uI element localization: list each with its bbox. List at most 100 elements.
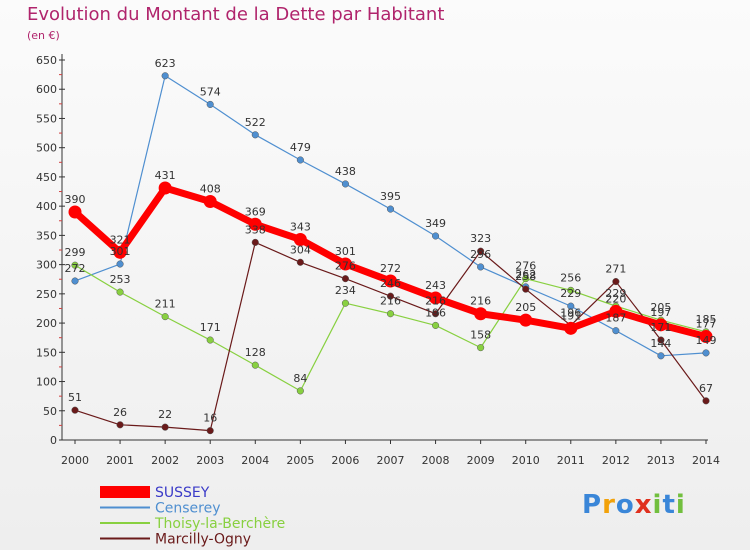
y-tick-label: 250 [36,288,57,301]
data-label: 205 [650,301,671,314]
data-label: 216 [470,295,491,308]
data-label: 128 [245,346,266,359]
y-tick-label: 0 [50,434,57,447]
brand-letter: i [675,490,686,520]
data-point [654,318,668,332]
data-label: 304 [290,243,311,256]
data-label: 149 [696,334,717,347]
x-tick-label: 2014 [692,454,720,467]
data-point [519,313,533,327]
data-point [341,180,349,188]
x-tick-label: 2010 [512,454,540,467]
data-label: 197 [650,306,671,319]
data-point [206,100,214,108]
data-point [522,275,530,283]
data-label: 343 [290,220,311,233]
data-point [251,238,259,246]
x-tick-label: 2011 [557,454,585,467]
data-point [477,263,485,271]
data-label: 338 [245,223,266,236]
y-tick-label: 400 [36,200,57,213]
y-tick-label: 600 [36,83,57,96]
data-point [116,288,124,296]
data-label: 574 [200,85,221,98]
x-tick-label: 2012 [602,454,630,467]
data-label: 229 [560,287,581,300]
data-label: 171 [650,321,671,334]
data-label: 522 [245,116,266,129]
data-point [432,321,440,329]
data-point [71,261,79,269]
y-tick-label: 50 [43,405,57,418]
y-tick-label: 450 [36,171,57,184]
brand-letter: x [634,490,653,520]
data-label: 177 [696,318,717,331]
data-label: 211 [155,298,176,311]
data-point [432,232,440,240]
data-label: 349 [425,217,446,230]
data-label: 246 [380,277,401,290]
brand-letter: P [582,490,603,520]
data-point [116,421,124,429]
data-label: 301 [110,245,131,258]
data-label: 438 [335,165,356,178]
data-point [296,387,304,395]
data-label: 276 [515,260,536,273]
brand-letter: i [652,490,663,520]
data-point [338,257,352,271]
data-point [477,247,485,255]
chart-unit-label: (en €) [27,29,60,42]
data-label: 84 [293,372,307,385]
data-label: 185 [696,313,717,326]
y-tick-label: 200 [36,317,57,330]
data-label: 321 [110,233,131,246]
data-point [564,321,578,335]
y-tick-label: 350 [36,229,57,242]
data-label: 234 [335,284,356,297]
data-label: 262 [515,268,536,281]
data-label: 271 [605,263,626,276]
data-label: 158 [470,329,491,342]
legend-label: Marcilly-Ogny [155,532,251,548]
data-label: 323 [470,232,491,245]
data-label: 390 [65,193,86,206]
data-point [429,291,443,305]
x-tick-label: 2006 [331,454,359,467]
brand-letter: o [615,490,635,520]
data-point [71,406,79,414]
data-point [609,304,623,318]
legend-label: Thoisy-la-Berchère [154,516,285,532]
x-tick-label: 2008 [422,454,450,467]
data-point [251,131,259,139]
data-point [341,299,349,307]
data-point [612,327,620,335]
data-label: 26 [113,406,127,419]
data-label: 301 [335,245,356,258]
data-label: 258 [515,270,536,283]
data-label: 205 [515,301,536,314]
data-label: 51 [68,391,82,404]
data-label: 216 [380,295,401,308]
y-tick-label: 300 [36,259,57,272]
y-tick-label: 150 [36,346,57,359]
data-point [567,302,575,310]
data-label: 216 [425,295,446,308]
x-tick-label: 2000 [61,454,89,467]
data-label: 144 [650,337,671,350]
data-point [296,258,304,266]
data-label: 67 [699,382,713,395]
x-tick-label: 2001 [106,454,134,467]
data-label: 229 [605,287,626,300]
data-point [248,217,262,231]
data-label: 623 [155,57,176,70]
data-point [161,313,169,321]
data-point [161,72,169,80]
data-point [699,330,713,344]
data-label: 16 [203,412,217,425]
x-tick-label: 2013 [647,454,675,467]
data-point [161,423,169,431]
data-label: 171 [200,321,221,334]
data-point [251,361,259,369]
data-point [158,181,172,195]
legend-label: SUSSEY [155,485,210,501]
